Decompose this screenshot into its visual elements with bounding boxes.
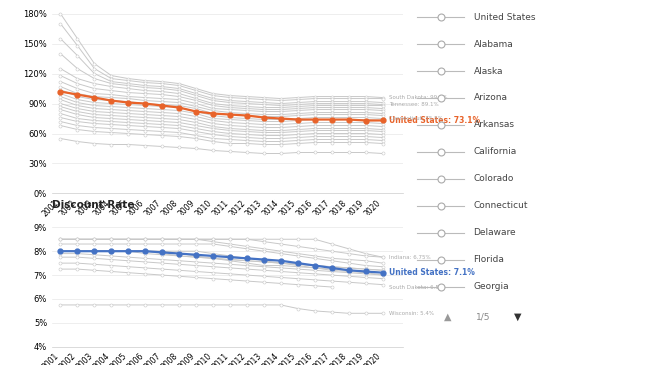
Text: Alabama: Alabama xyxy=(474,39,514,49)
Text: South Dakota: 99.1%: South Dakota: 99.1% xyxy=(389,95,448,100)
Text: Arizona: Arizona xyxy=(474,93,508,103)
Text: Colorado: Colorado xyxy=(474,174,514,183)
Text: United States: United States xyxy=(474,13,535,22)
Text: South Dakota: 6.5%: South Dakota: 6.5% xyxy=(389,285,445,289)
Text: 1/5: 1/5 xyxy=(476,312,490,321)
Text: ▲: ▲ xyxy=(444,312,452,322)
Text: California: California xyxy=(474,147,517,156)
Text: ▼: ▼ xyxy=(514,312,522,322)
Text: Discount Rate: Discount Rate xyxy=(52,200,135,210)
Text: Connecticut: Connecticut xyxy=(474,201,528,210)
Text: Florida: Florida xyxy=(474,255,504,264)
Text: Connecticut: 75.5%: Connecticut: 75.5% xyxy=(389,116,443,120)
Text: Arkansas: Arkansas xyxy=(474,120,515,130)
Text: Alaska: Alaska xyxy=(474,66,503,76)
Text: Indiana: 6.75%: Indiana: 6.75% xyxy=(389,255,431,260)
Text: United States: 73.1%: United States: 73.1% xyxy=(389,116,480,125)
Text: Delaware: Delaware xyxy=(474,228,516,237)
Text: Georgia: Georgia xyxy=(474,282,509,291)
Text: United States: 7.1%: United States: 7.1% xyxy=(389,268,475,277)
Text: Tennessee: 89.1%: Tennessee: 89.1% xyxy=(389,102,439,107)
Text: Wisconsin: 5.4%: Wisconsin: 5.4% xyxy=(389,311,434,316)
